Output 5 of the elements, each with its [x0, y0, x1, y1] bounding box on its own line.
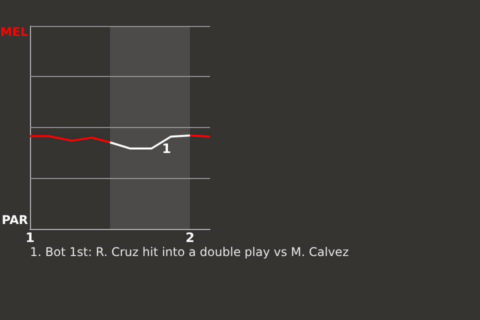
x-tick-label: 2 — [185, 231, 195, 246]
text: 1. Bot 1st: R. Cruz hit into a double play vs M. Calvez — [30, 245, 349, 259]
text: PAR — [2, 213, 28, 227]
text: MEL — [0, 25, 28, 39]
annotation: 1 — [162, 142, 172, 157]
